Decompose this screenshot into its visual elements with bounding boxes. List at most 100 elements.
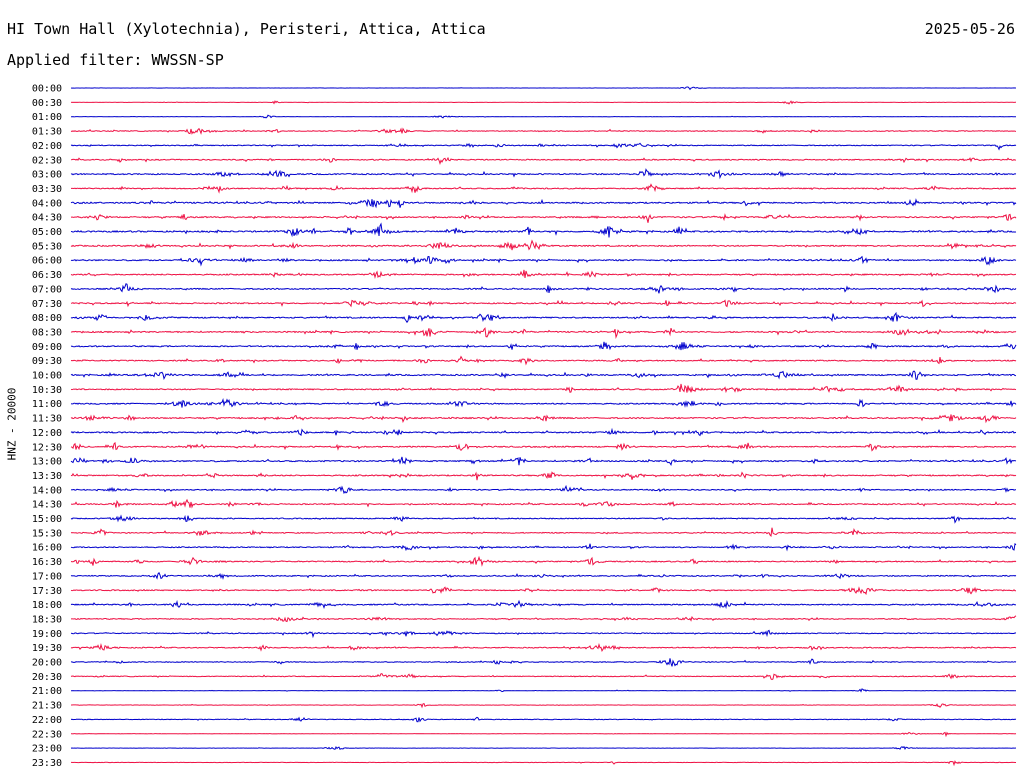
time-tick-label: 09:00 (32, 342, 62, 353)
seismic-trace (70, 716, 1017, 723)
time-tick-label: 12:00 (32, 428, 62, 439)
time-tick-label: 14:30 (32, 500, 62, 511)
seismic-trace (70, 100, 1017, 105)
time-tick-label: 03:00 (32, 170, 62, 181)
time-tick-label: 12:30 (32, 442, 62, 453)
seismic-trace (71, 183, 1017, 194)
seismic-trace (71, 760, 1016, 767)
time-tick-label: 11:30 (32, 414, 62, 425)
seismic-trace (70, 471, 1017, 481)
time-tick-label: 17:30 (32, 586, 62, 597)
seismic-trace (70, 398, 1017, 408)
time-tick-label: 18:00 (32, 600, 62, 611)
seismic-trace (70, 571, 1017, 580)
time-tick-label: 08:00 (32, 313, 62, 324)
seismic-trace (70, 370, 1017, 381)
time-tick-label: 20:00 (32, 658, 62, 669)
time-tick-label: 15:00 (32, 514, 62, 525)
filter-label: Applied filter: WWSSN-SP (7, 51, 224, 69)
seismic-trace (70, 213, 1017, 223)
seismic-trace (70, 383, 1017, 394)
time-tick-label: 16:00 (32, 543, 62, 554)
seismic-trace (70, 299, 1017, 308)
seismic-trace (71, 688, 1016, 693)
station-title: HI Town Hall (Xylotechnia), Peristeri, A… (7, 20, 486, 38)
time-tick-label: 18:30 (32, 614, 62, 625)
time-tick-label: 05:30 (32, 241, 62, 252)
time-tick-label: 07:00 (32, 284, 62, 295)
time-tick-label: 05:00 (32, 227, 62, 238)
time-tick-label: 10:00 (32, 371, 62, 382)
seismic-trace (70, 168, 1017, 180)
seismic-trace (70, 586, 1016, 596)
time-tick-label: 13:00 (32, 457, 62, 468)
time-tick-label: 11:00 (32, 399, 62, 410)
seismic-trace (70, 86, 1016, 91)
time-tick-label: 09:30 (32, 356, 62, 367)
seismic-trace (70, 629, 1017, 639)
time-tick-label: 04:30 (32, 213, 62, 224)
time-tick-label: 22:00 (32, 715, 62, 726)
time-tick-label: 06:30 (32, 270, 62, 281)
time-tick-label: 21:00 (32, 686, 62, 697)
time-tick-label: 02:30 (32, 155, 62, 166)
seismic-trace (71, 615, 1017, 623)
time-tick-label: 23:00 (32, 744, 62, 755)
time-tick-label: 22:30 (32, 729, 62, 740)
seismic-trace (70, 156, 1017, 165)
seismic-trace (70, 142, 1017, 151)
date-label: 2025-05-26 (924, 20, 1015, 38)
time-tick-label: 16:30 (32, 557, 62, 568)
seismic-trace (70, 484, 1017, 495)
time-tick-label: 01:30 (32, 127, 62, 138)
time-tick-label: 19:30 (32, 643, 62, 654)
seismic-trace (70, 414, 1017, 424)
seismic-trace (70, 542, 1017, 552)
seismic-trace (70, 269, 1016, 279)
seismic-trace (70, 222, 1017, 238)
time-tick-label: 03:30 (32, 184, 62, 195)
seismic-trace (71, 702, 1016, 709)
seismic-trace (70, 239, 1017, 251)
time-tick-label: 08:30 (32, 327, 62, 338)
time-tick-label: 14:00 (32, 485, 62, 496)
seismic-trace (70, 327, 1017, 340)
seismic-trace (70, 127, 1017, 135)
time-tick-label: 01:00 (32, 112, 62, 123)
seismic-trace (70, 114, 1017, 119)
seismic-trace (70, 341, 1017, 351)
seismic-trace (70, 311, 1017, 324)
time-tick-label: 00:30 (32, 98, 62, 109)
seismic-trace (70, 514, 1016, 524)
time-tick-label: 13:30 (32, 471, 62, 482)
time-tick-label: 07:30 (32, 299, 62, 310)
seismic-trace (70, 673, 1017, 681)
seismic-trace (70, 283, 1017, 294)
time-tick-label: 06:00 (32, 256, 62, 267)
time-tick-label: 17:00 (32, 571, 62, 582)
time-tick-label: 04:00 (32, 198, 62, 209)
time-tick-label: 15:30 (32, 528, 62, 539)
seismic-trace (70, 642, 1017, 652)
seismic-trace (70, 456, 1017, 466)
seismic-trace (70, 745, 1017, 751)
seismic-trace (70, 599, 1017, 610)
seismic-trace (70, 658, 1017, 667)
seismic-trace (70, 255, 1017, 267)
seismic-trace (71, 731, 1017, 738)
time-tick-label: 00:00 (32, 84, 62, 95)
time-tick-label: 02:00 (32, 141, 62, 152)
time-tick-label: 21:30 (32, 701, 62, 712)
seismic-trace (70, 198, 1017, 209)
seismic-trace (70, 527, 1017, 537)
seismic-trace (70, 355, 1017, 366)
time-tick-label: 20:30 (32, 672, 62, 683)
seismic-trace (70, 427, 1017, 437)
seismic-trace (70, 498, 1017, 509)
seismic-trace (70, 555, 1017, 567)
time-tick-label: 19:00 (32, 629, 62, 640)
seismic-trace (70, 441, 1017, 452)
time-tick-label: 10:30 (32, 385, 62, 396)
time-tick-label: 23:30 (32, 758, 62, 769)
